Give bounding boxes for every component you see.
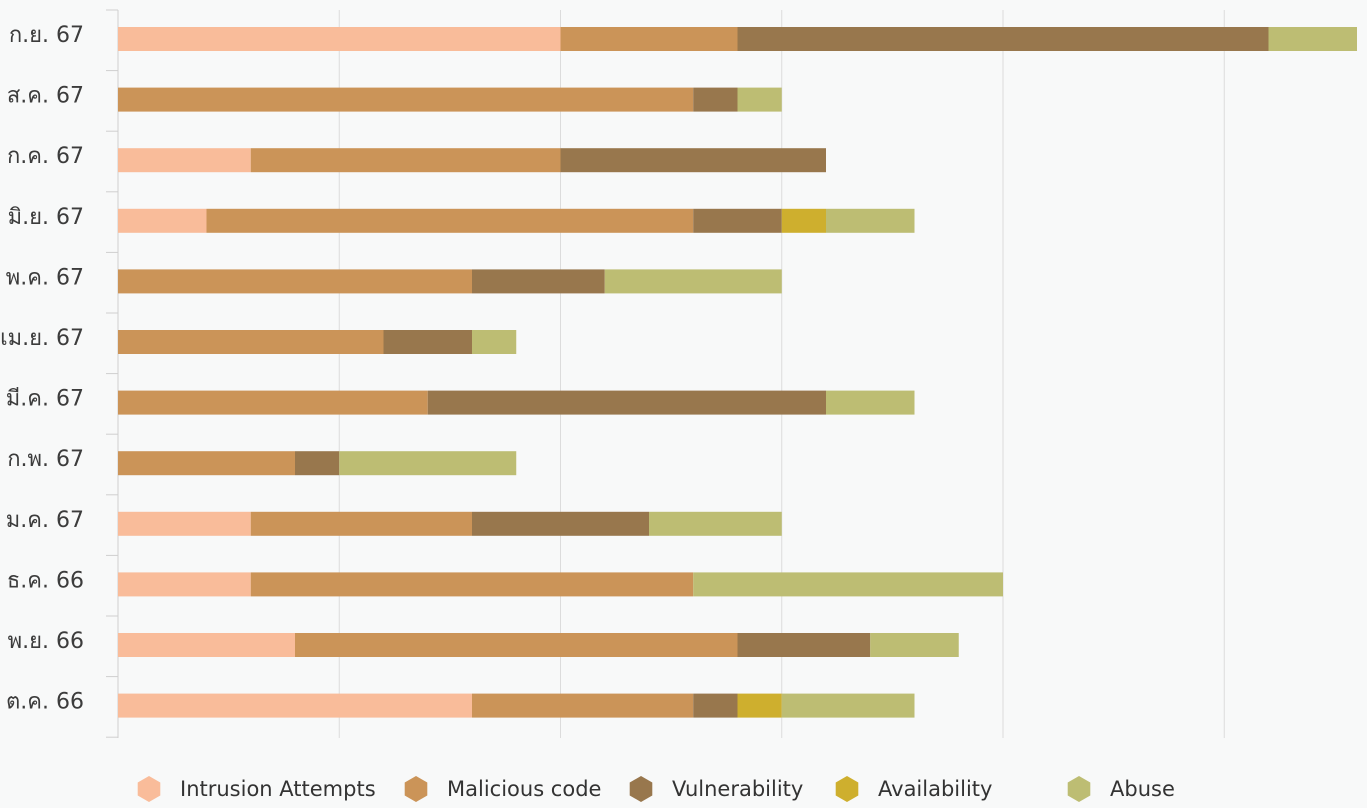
bar-segment-vulnerability <box>295 451 340 476</box>
bar-segment-availability <box>781 208 826 233</box>
bar-segment-abuse <box>649 511 782 536</box>
bar-segment-malicious-code <box>118 330 384 354</box>
legend-item-intrusion-attempts: Intrusion Attempts <box>136 770 376 808</box>
bar-segment-intrusion-attempts <box>118 693 472 718</box>
legend-swatch-hexagon-icon <box>835 776 859 802</box>
bar-segment-malicious-code <box>118 87 694 112</box>
legend-label: Malicious code <box>447 777 602 801</box>
y-tick-label: ม.ค. 67 <box>6 508 84 533</box>
bar-segment-malicious-code <box>118 269 472 294</box>
bar-segment-intrusion-attempts <box>118 633 295 657</box>
y-tick-label: พ.ค. 67 <box>6 265 84 290</box>
legend-swatch-shape <box>835 776 859 802</box>
bar-segment-abuse <box>693 572 1003 597</box>
y-tick-label: เม.ย. 67 <box>0 326 84 351</box>
bar-segment-malicious-code <box>560 27 738 51</box>
bar-segment-abuse <box>826 208 915 233</box>
legend-swatch-shape <box>137 776 161 802</box>
bar-segment-vulnerability <box>737 633 871 657</box>
legend-item-malicious-code: Malicious code <box>403 770 601 808</box>
legend-item-abuse: Abuse <box>1066 770 1175 808</box>
bar-segment-vulnerability <box>427 390 826 415</box>
bar-segment-malicious-code <box>118 390 428 415</box>
bar-segment-vulnerability <box>560 148 826 173</box>
legend-swatch-hexagon-icon <box>1067 776 1091 802</box>
legend-label: Intrusion Attempts <box>180 777 376 801</box>
bar-segment-abuse <box>472 330 517 354</box>
bar-segment-availability <box>737 693 782 718</box>
y-tick-label: ธ.ค. 66 <box>7 568 84 593</box>
bar-segment-abuse <box>339 451 517 476</box>
bar-segment-vulnerability <box>472 511 649 536</box>
bar-segment-intrusion-attempts <box>118 572 251 597</box>
bar-segment-intrusion-attempts <box>118 148 251 173</box>
bar-segment-vulnerability <box>737 27 1269 51</box>
y-tick-label: มิ.ย. 67 <box>8 205 84 230</box>
bar-segment-abuse <box>737 87 782 112</box>
bar-segment-abuse <box>1268 27 1357 51</box>
chart-plot-area: ก.ย. 67 ส.ค. 67 ก.ค. 67 มิ.ย. 67 พ.ค. 67 เม.ย… <box>0 9 1357 738</box>
legend-swatch-shape <box>404 776 428 802</box>
bar-segment-vulnerability <box>693 87 738 112</box>
bar-segment-abuse <box>826 390 915 415</box>
legend-item-availability: Availability <box>834 770 992 808</box>
bar-segment-intrusion-attempts <box>118 511 251 536</box>
bar-segment-malicious-code <box>206 208 694 233</box>
y-tick-label: ก.ย. 67 <box>9 23 84 48</box>
legend-swatch-hexagon-icon <box>137 776 161 802</box>
legend-item-vulnerability: Vulnerability <box>628 770 803 808</box>
legend-label: Availability <box>878 777 993 801</box>
bar-segment-abuse <box>781 693 915 718</box>
bar-segment-vulnerability <box>693 208 782 233</box>
y-tick-label: ส.ค. 67 <box>7 84 84 109</box>
bar-segment-intrusion-attempts <box>118 208 207 233</box>
bar-segment-vulnerability <box>693 693 738 718</box>
bar-segment-malicious-code <box>250 572 694 597</box>
bar-segment-abuse <box>870 633 959 657</box>
legend-swatch-hexagon-icon <box>404 776 428 802</box>
bar-segment-malicious-code <box>295 633 738 657</box>
legend-swatch-shape <box>629 776 653 802</box>
chart-legend: Intrusion Attempts Malicious code Vulnerab… <box>0 770 1367 808</box>
bar-segment-abuse <box>604 269 782 294</box>
y-tick-label: ก.ค. 67 <box>7 144 84 169</box>
y-tick-label: ก.พ. 67 <box>7 447 84 472</box>
y-tick-label: ต.ค. 66 <box>6 690 84 715</box>
bar-segment-malicious-code <box>118 451 295 476</box>
bar-segment-intrusion-attempts <box>118 27 561 51</box>
legend-swatch-hexagon-icon <box>629 776 653 802</box>
y-tick-label: มี.ค. 67 <box>6 387 84 412</box>
bar-segment-vulnerability <box>472 269 605 294</box>
bar-segment-malicious-code <box>250 511 472 536</box>
bar-segment-vulnerability <box>383 330 472 354</box>
bar-segment-malicious-code <box>472 693 694 718</box>
legend-swatch-shape <box>1067 776 1091 802</box>
y-tick-label: พ.ย. 66 <box>8 629 84 654</box>
legend-label: Vulnerability <box>672 777 804 801</box>
bar-segment-malicious-code <box>250 148 561 173</box>
legend-label: Abuse <box>1110 777 1175 801</box>
